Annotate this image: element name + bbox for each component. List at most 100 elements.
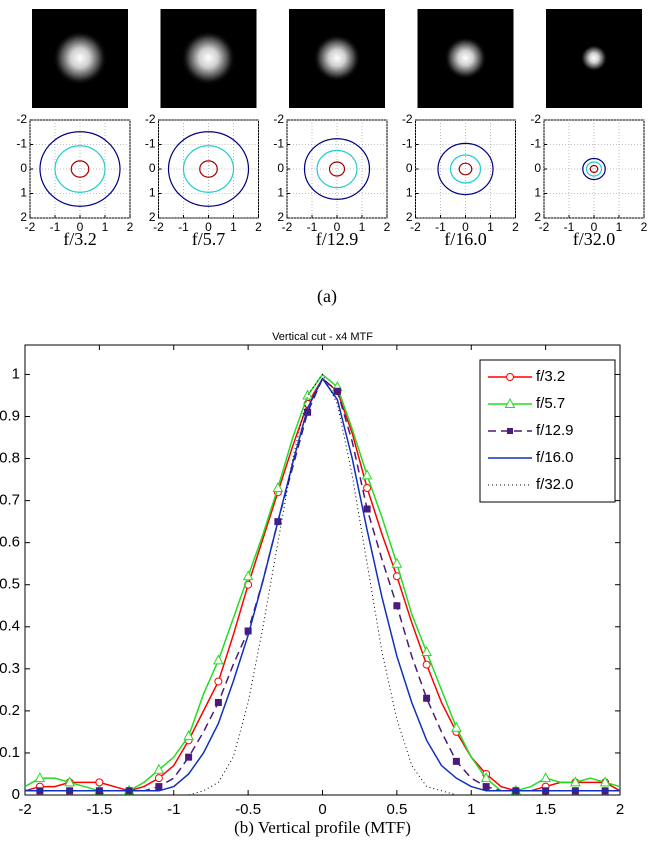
x-tick-label: 0: [462, 220, 469, 234]
x-tick-label: 2: [255, 220, 262, 234]
legend-label: f/16.0: [536, 449, 574, 466]
y-tick-label: 0.5: [0, 576, 20, 593]
marker: [422, 660, 431, 669]
spot-image: [444, 36, 487, 80]
series-line: [25, 373, 620, 796]
contour: [167, 131, 250, 207]
y-tick-label: 0: [406, 161, 413, 175]
y-tick-label: 1: [534, 186, 541, 200]
y-tick-label: -1: [145, 137, 156, 151]
x-tick-label: -1: [435, 220, 446, 234]
y-tick-label: 1: [12, 365, 20, 382]
x-tick-label: -2: [153, 220, 164, 234]
y-tick-label: 1: [406, 186, 413, 200]
y-tick-label: 0: [12, 786, 20, 803]
x-tick-label: 2: [641, 220, 648, 234]
x-tick-label: 0.5: [386, 801, 407, 818]
y-tick-label: 1: [149, 186, 156, 200]
legend-label: f/5.7: [536, 395, 565, 412]
y-tick-label: 0: [20, 161, 27, 175]
contour: [458, 162, 473, 176]
y-tick-label: -1: [402, 137, 413, 151]
marker: [599, 776, 611, 787]
marker: [214, 677, 223, 686]
y-tick-label: -2: [402, 112, 413, 126]
y-tick-label: 0.4: [0, 618, 20, 635]
contour: [303, 138, 371, 200]
y-tick-label: -2: [273, 112, 284, 126]
caption: f/12.9: [316, 229, 359, 249]
y-tick-label: 2: [20, 210, 27, 224]
x-tick-label: 1: [230, 220, 237, 234]
x-tick-label: 1: [467, 801, 475, 818]
marker: [452, 757, 460, 765]
y-tick-label: -1: [16, 137, 27, 151]
contour: [585, 161, 603, 177]
y-tick-label: 0: [149, 161, 156, 175]
contour: [199, 160, 218, 178]
y-tick-label: 2: [406, 210, 413, 224]
marker: [451, 721, 462, 732]
series-line: [25, 377, 620, 792]
marker: [242, 570, 254, 581]
marker: [570, 776, 581, 787]
x-tick-label: 2: [384, 220, 391, 234]
x-tick-label: 0: [205, 220, 212, 234]
x-tick-label: 1.5: [535, 801, 556, 818]
y-tick-label: 0.3: [0, 660, 20, 677]
y-tick-label: -2: [16, 112, 27, 126]
marker: [183, 730, 194, 741]
legend-marker: [506, 373, 514, 381]
legend-label: f/32.0: [536, 476, 574, 493]
marker: [302, 389, 313, 400]
caption: f/5.7: [192, 229, 226, 249]
marker: [361, 469, 373, 480]
marker: [482, 783, 490, 791]
x-tick-label: -1: [50, 220, 61, 234]
x-tick-label: 0: [318, 801, 326, 818]
x-tick-label: -1.5: [86, 801, 112, 818]
y-tick-label: 2: [149, 210, 156, 224]
marker: [540, 772, 551, 783]
x-tick-label: 1: [487, 220, 494, 234]
y-tick-label: 0.2: [0, 702, 20, 719]
spot-image: [580, 44, 608, 72]
contour: [54, 145, 106, 193]
y-tick-label: 1: [20, 186, 27, 200]
marker: [363, 483, 372, 492]
marker: [154, 774, 163, 783]
marker: [363, 505, 371, 513]
contour: [437, 142, 494, 196]
x-axis-label: (b) Vertical profile (MTF): [234, 818, 411, 837]
marker: [391, 557, 403, 568]
marker: [214, 698, 222, 706]
marker: [272, 481, 284, 492]
x-tick-label: -1: [167, 801, 180, 818]
marker: [34, 772, 46, 783]
legend-label: f/3.2: [536, 368, 565, 385]
x-tick-label: -1: [564, 220, 575, 234]
chart-title: Vertical cut - x4 MTF: [272, 331, 373, 343]
contour: [70, 160, 90, 178]
contour: [589, 164, 599, 174]
marker: [153, 763, 165, 774]
panel-label: (a): [317, 286, 337, 307]
marker: [480, 772, 492, 783]
y-tick-label: -1: [530, 137, 541, 151]
marker: [421, 645, 432, 657]
legend-marker: [507, 428, 513, 434]
contour: [316, 149, 358, 189]
y-tick-label: -1: [273, 137, 284, 151]
spot-image: [313, 34, 361, 82]
x-tick-label: 0: [591, 220, 598, 234]
marker: [185, 753, 193, 761]
x-tick-label: -1: [178, 220, 189, 234]
y-tick-label: 0.9: [0, 407, 20, 424]
marker: [213, 654, 224, 665]
contour: [182, 145, 235, 193]
x-tick-label: 0: [334, 220, 341, 234]
y-tick-label: 0.6: [0, 534, 20, 551]
caption: f/3.2: [63, 229, 97, 249]
x-tick-label: -1: [307, 220, 318, 234]
